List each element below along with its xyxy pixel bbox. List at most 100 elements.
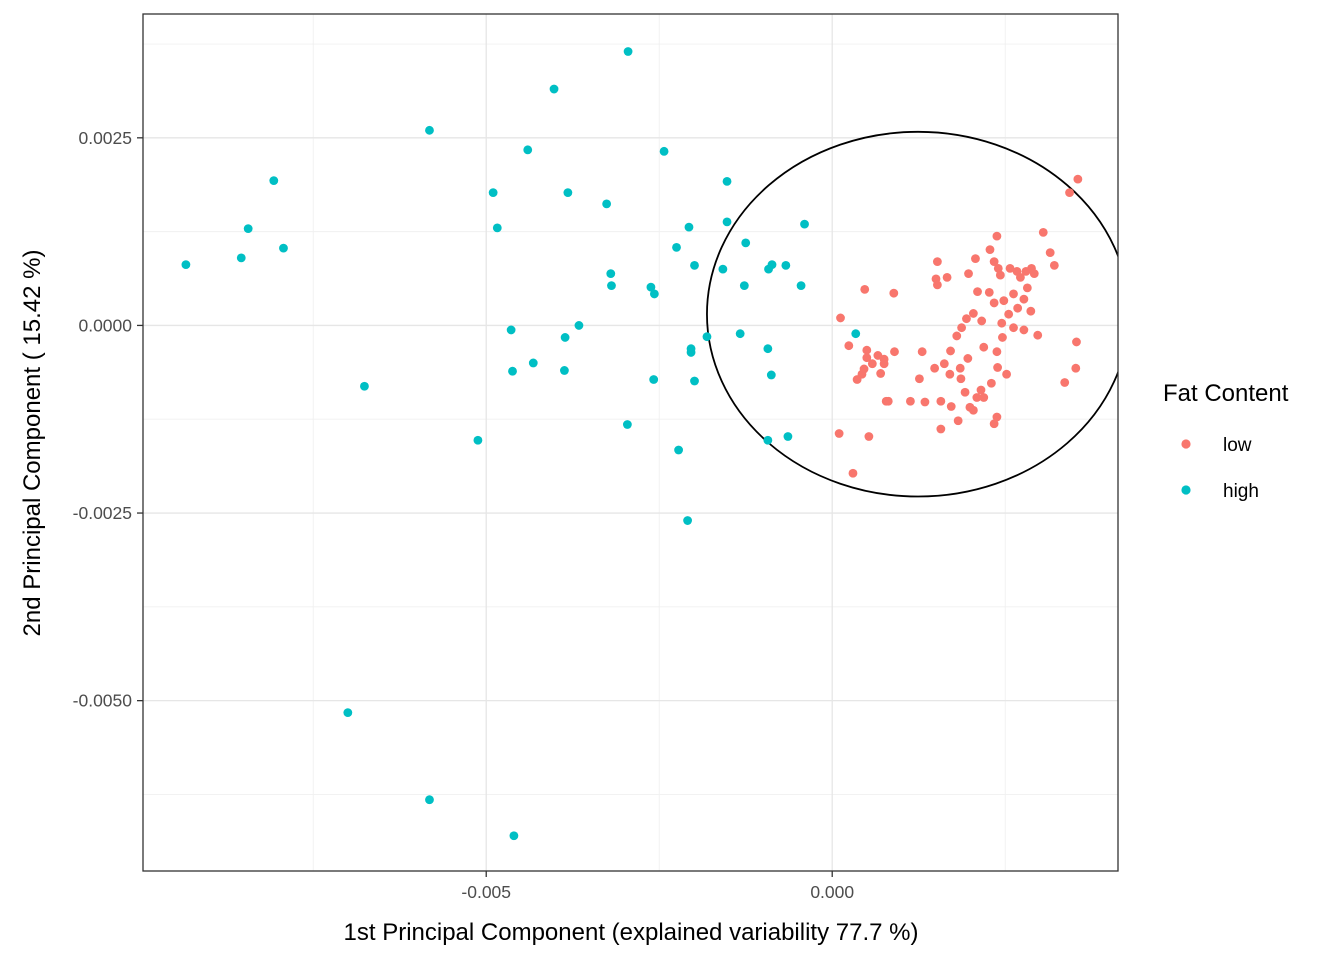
legend: Fat Content low high — [1163, 380, 1289, 502]
data-point-low — [1009, 323, 1018, 333]
data-point-low — [989, 257, 999, 267]
data-point-high — [181, 260, 191, 270]
data-point-low — [1019, 325, 1029, 335]
data-point-low — [993, 363, 1002, 372]
y-tick-label: 0.0025 — [78, 128, 132, 148]
data-point-low — [957, 323, 967, 333]
data-point-low — [1049, 260, 1059, 270]
data-point-low — [995, 270, 1005, 280]
data-point-low — [1021, 267, 1031, 276]
data-point-low — [873, 351, 883, 360]
data-point-low — [1072, 337, 1081, 347]
data-point-high — [690, 376, 699, 386]
data-point-low — [998, 333, 1007, 342]
data-point-high — [763, 435, 773, 445]
data-point-high — [702, 332, 712, 342]
data-point-low — [1033, 330, 1043, 340]
legend-key-high — [1181, 485, 1191, 495]
data-point-low — [968, 309, 978, 318]
data-point-low — [968, 405, 978, 415]
data-point-low — [920, 397, 930, 407]
data-point-high — [528, 358, 538, 368]
data-point-high — [425, 125, 434, 135]
data-point-high — [851, 329, 861, 339]
data-point-low — [960, 387, 970, 397]
data-point-high — [509, 831, 519, 841]
data-point-high — [674, 445, 683, 455]
data-point-low — [936, 424, 946, 434]
data-point-high — [492, 223, 502, 233]
data-point-high — [360, 381, 369, 391]
data-point-high — [646, 282, 656, 292]
data-point-high — [722, 217, 732, 227]
data-point-low — [915, 374, 924, 384]
data-point-low — [952, 331, 962, 341]
data-point-low — [1026, 306, 1036, 316]
data-point-low — [1005, 263, 1015, 273]
data-point-low — [1016, 273, 1025, 282]
x-tick-label: 0.000 — [810, 882, 854, 902]
data-point-high — [800, 219, 809, 229]
data-point-low — [993, 263, 1003, 273]
data-point-high — [722, 176, 732, 186]
data-point-high — [672, 242, 681, 252]
data-point-high — [763, 344, 773, 354]
data-point-low — [946, 402, 956, 411]
data-point-low — [834, 429, 844, 438]
data-point-low — [992, 231, 1002, 241]
data-point-low — [1038, 227, 1048, 237]
data-point-high — [279, 243, 288, 253]
data-point-low — [989, 298, 999, 308]
data-point-high — [783, 432, 793, 441]
data-point-high — [739, 281, 749, 291]
data-point-low — [977, 316, 987, 326]
data-point-high — [473, 435, 483, 445]
data-point-low — [862, 353, 872, 363]
data-point-low — [956, 374, 966, 384]
confidence-ellipse — [706, 130, 1118, 498]
data-point-low — [930, 363, 940, 373]
data-point-low — [979, 342, 989, 352]
data-point-high — [425, 795, 434, 805]
plot-panel-border — [142, 13, 1119, 872]
data-point-low — [999, 296, 1009, 306]
data-point-low — [997, 318, 1007, 328]
data-point-high — [549, 84, 559, 94]
data-point-high — [741, 238, 751, 248]
data-point-high — [602, 199, 612, 209]
data-point-high — [506, 325, 516, 335]
data-point-low — [1013, 303, 1023, 313]
data-point-low — [942, 273, 952, 282]
data-point-low — [989, 419, 999, 429]
data-point-low — [932, 280, 942, 290]
data-point-low — [1073, 174, 1083, 184]
plot-panel — [143, 14, 1118, 871]
y-axis-ticks: -0.0050 -0.0025 0.0000 0.0025 — [73, 128, 143, 711]
data-point-high — [659, 146, 669, 156]
legend-key-low — [1181, 439, 1191, 449]
data-point-low — [1060, 378, 1070, 387]
data-point-low — [971, 254, 980, 264]
data-point-low — [992, 347, 1002, 357]
data-point-low — [1002, 369, 1011, 379]
data-point-high — [690, 260, 699, 270]
data-point-high — [560, 366, 569, 375]
data-point-low — [973, 287, 982, 297]
data-point-low — [945, 369, 955, 379]
minor-grid — [143, 14, 1118, 871]
data-point-low — [867, 359, 877, 369]
data-point-low — [1004, 309, 1014, 319]
data-point-low — [964, 269, 973, 279]
data-point-low — [963, 354, 973, 363]
data-point-low — [836, 313, 845, 323]
legend-title: Fat Content — [1163, 380, 1289, 407]
data-point-low — [852, 375, 862, 384]
data-point-low — [936, 396, 946, 406]
data-point-low — [860, 285, 870, 294]
data-point-low — [881, 396, 891, 406]
y-tick-label: -0.0025 — [73, 503, 132, 523]
data-point-high — [523, 145, 533, 155]
data-point-high — [243, 224, 253, 234]
data-point-high — [269, 176, 279, 185]
data-point-high — [766, 370, 776, 380]
